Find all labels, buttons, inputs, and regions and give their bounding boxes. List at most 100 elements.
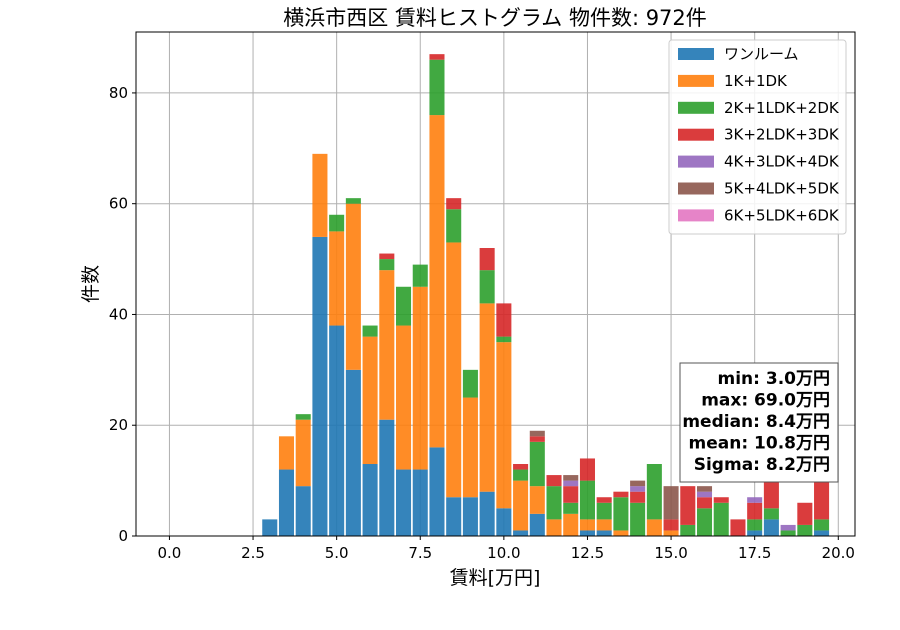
bar-segment — [730, 519, 746, 536]
y-axis-ticks: 0 20 40 60 80 — [109, 84, 136, 545]
bar-segment — [462, 497, 478, 536]
bar-segment — [429, 447, 445, 536]
bar-segment — [496, 342, 512, 509]
bar-segment — [479, 303, 495, 492]
bar-segment — [379, 259, 395, 271]
stat-line: min: 3.0万円 — [718, 369, 830, 389]
bar-segment — [563, 486, 579, 503]
bar-segment — [780, 530, 796, 536]
bar-segment — [747, 497, 763, 503]
bar-segment — [680, 524, 696, 536]
bar-segment — [295, 419, 311, 487]
bar-segment — [696, 491, 713, 498]
x-tick-label: 2.5 — [241, 544, 265, 562]
bar-segment — [278, 436, 295, 470]
x-tick-label: 12.5 — [571, 544, 604, 562]
bar-segment — [763, 480, 779, 509]
bar-segment — [780, 524, 796, 531]
bar-segment — [312, 236, 328, 536]
bar-segment — [396, 286, 412, 326]
bar-segment — [412, 286, 428, 470]
bar-segment — [630, 491, 646, 503]
legend-label: 4K+3LDK+4DK — [724, 153, 840, 171]
bar-segment — [329, 214, 345, 232]
bar-segment — [429, 54, 445, 60]
bar-segment — [596, 519, 612, 531]
bar-segment — [747, 530, 763, 536]
stat-line: mean: 10.8万円 — [689, 434, 830, 454]
plot-frame — [135, 31, 856, 537]
stats-frame — [679, 362, 839, 483]
legend-label: 2K+1LDK+2DK — [724, 99, 840, 117]
bar-segment — [563, 513, 579, 536]
legend-swatch — [678, 128, 714, 141]
bar-segment — [797, 524, 813, 536]
x-tick-label: 0.0 — [158, 544, 182, 562]
stat-line: max: 69.0万円 — [701, 391, 830, 411]
y-tick-label: 40 — [109, 305, 128, 323]
bar-segment — [345, 203, 361, 370]
legend-swatch — [678, 182, 714, 195]
bar-segment — [379, 419, 395, 536]
bar-segment — [329, 325, 345, 536]
bar-segment — [696, 508, 713, 536]
x-axis-ticks: 0.0 2.5 5.0 7.5 10.0 12.5 15.0 17.5 20.0 — [158, 536, 855, 562]
bar-segment — [529, 436, 545, 442]
x-tick-label: 7.5 — [408, 544, 432, 562]
bar-segment — [797, 502, 813, 525]
legend: ワンルーム 1K+1DK 2K+1LDK+2DK 3K+2LDK+3DK 4K+3LDK… — [668, 39, 847, 235]
bar-segment — [479, 491, 495, 536]
bar-segment — [412, 264, 428, 287]
y-tick-label: 0 — [118, 527, 128, 545]
bar-segment — [345, 369, 361, 536]
bar-segment — [563, 502, 579, 514]
bar-segment — [396, 469, 412, 536]
bar-segment — [814, 519, 830, 531]
bar-segment — [663, 486, 679, 520]
bar-segment — [630, 480, 646, 487]
bar-segment — [613, 497, 629, 531]
bar-segment — [696, 486, 713, 492]
bar-segment — [362, 464, 378, 536]
bar-segment — [446, 242, 462, 498]
legend-label: 1K+1DK — [724, 72, 788, 90]
bar-segment — [763, 519, 779, 536]
x-tick-label: 10.0 — [487, 544, 520, 562]
histogram-bars — [262, 54, 830, 536]
bar-segment — [596, 502, 612, 520]
x-tick-label: 15.0 — [654, 544, 687, 562]
bar-segment — [462, 369, 478, 398]
bar-segment — [329, 231, 345, 326]
legend-label: 3K+2LDK+3DK — [724, 126, 840, 144]
bar-segment — [563, 480, 579, 487]
bar-segment — [429, 59, 445, 116]
bar-segment — [747, 519, 763, 531]
bar-segment — [546, 486, 562, 520]
bar-segment — [295, 414, 311, 420]
bar-segment — [513, 469, 529, 481]
bar-segment — [713, 497, 729, 503]
bar-segment — [496, 336, 512, 343]
bar-segment — [663, 530, 679, 536]
bar-segment — [763, 508, 779, 520]
bar-segment — [563, 475, 579, 481]
bar-segment — [663, 519, 679, 531]
bar-segment — [579, 480, 595, 520]
bar-segment — [630, 502, 646, 536]
bar-segment — [379, 253, 395, 260]
bar-segment — [529, 486, 545, 514]
bar-segment — [814, 530, 830, 536]
stat-line: Sigma: 8.2万円 — [694, 455, 830, 475]
bar-segment — [362, 325, 378, 337]
bar-segment — [713, 502, 729, 536]
bar-segment — [412, 469, 428, 536]
bar-segment — [278, 469, 295, 536]
y-axis-label: 件数 — [80, 265, 102, 303]
bar-segment — [295, 486, 311, 536]
legend-label: 6K+5LDK+6DK — [724, 206, 840, 224]
bar-segment — [613, 530, 629, 536]
bar-segment — [379, 270, 395, 420]
bar-segment — [312, 153, 328, 237]
